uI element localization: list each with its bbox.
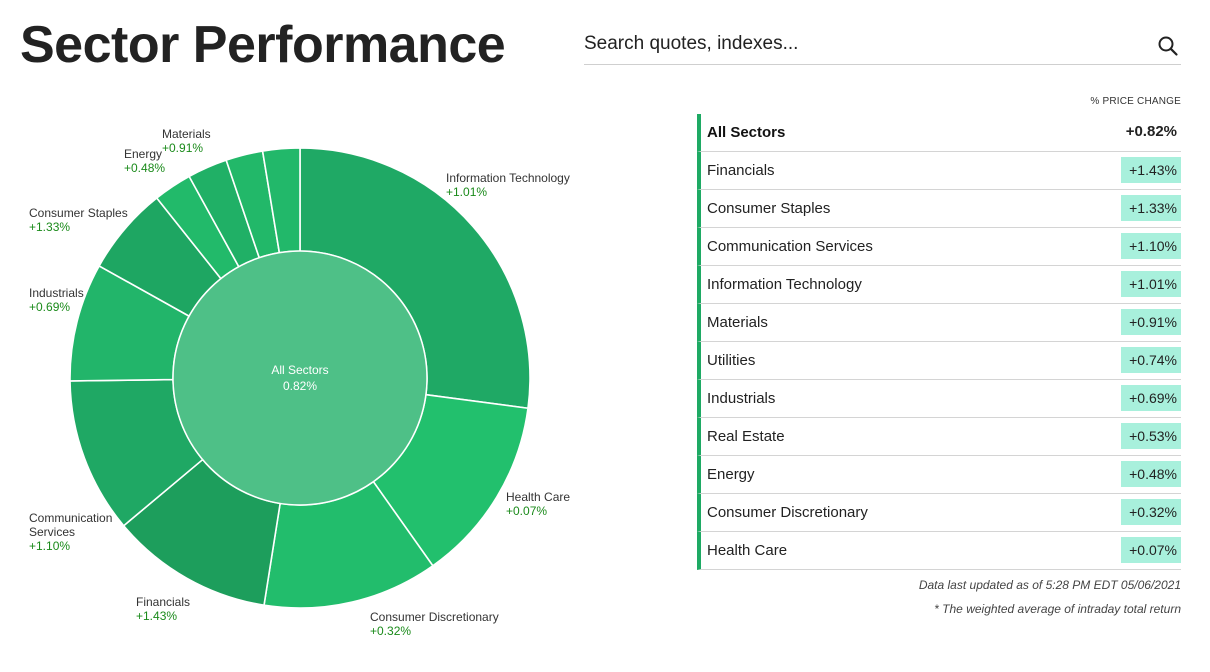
row-value: +1.43% — [1121, 157, 1181, 183]
weighted-average-note: * The weighted average of intraday total… — [934, 602, 1181, 616]
table-row[interactable]: Industrials +0.69% — [697, 380, 1181, 418]
row-value: +0.07% — [1121, 537, 1181, 563]
row-value: +0.74% — [1121, 347, 1181, 373]
slice-name-label: Energy — [124, 147, 162, 161]
row-name: Consumer Discretionary — [707, 504, 868, 521]
slice-value-label: +1.33% — [29, 220, 70, 234]
slice-name-label: Industrials — [29, 286, 84, 300]
table-row[interactable]: Financials +1.43% — [697, 152, 1181, 190]
last-updated-note: Data last updated as of 5:28 PM EDT 05/0… — [918, 578, 1181, 592]
row-name: Consumer Staples — [707, 200, 831, 217]
row-name: Real Estate — [707, 428, 785, 445]
table-row[interactable]: Consumer Staples +1.33% — [697, 190, 1181, 228]
table-rows: Financials +1.43% Consumer Staples +1.33% Co… — [697, 152, 1181, 570]
row-name: All Sectors — [707, 124, 786, 141]
slice-value-label: +0.91% — [162, 141, 203, 155]
slice-value-label: +0.69% — [29, 300, 70, 314]
table-row[interactable]: Health Care +0.07% — [697, 532, 1181, 570]
slice-name-label: Communication — [29, 511, 112, 525]
row-value: +0.69% — [1121, 385, 1181, 411]
slice-value-label: +1.10% — [29, 539, 70, 553]
slice-value-label: +1.43% — [136, 609, 177, 623]
sector-donut-chart: All Sectors 0.82% Information Technology… — [29, 127, 570, 638]
row-name: Energy — [707, 466, 755, 483]
slice-name-label: Health Care — [506, 490, 570, 504]
table-row[interactable]: Materials +0.91% — [697, 304, 1181, 342]
table-row[interactable]: Communication Services +1.10% — [697, 228, 1181, 266]
row-value: +1.10% — [1121, 233, 1181, 259]
row-name: Materials — [707, 314, 768, 331]
table-row[interactable]: Consumer Discretionary +0.32% — [697, 494, 1181, 532]
row-name: Industrials — [707, 390, 776, 407]
center-value: 0.82% — [283, 379, 317, 393]
row-name: Utilities — [707, 352, 756, 369]
slice-value-label: +0.07% — [506, 504, 547, 518]
table-row[interactable]: Information Technology +1.01% — [697, 266, 1181, 304]
slice-value-label: +0.32% — [370, 624, 411, 638]
slice-name-label: Consumer Staples — [29, 206, 128, 220]
slice-value-label: +0.48% — [124, 161, 165, 175]
sector-table: % PRICE CHANGE All Sectors +0.82% Financ… — [697, 96, 1181, 570]
table-row-all-sectors[interactable]: All Sectors +0.82% — [697, 114, 1181, 152]
row-name: Financials — [707, 162, 775, 179]
table-row[interactable]: Real Estate +0.53% — [697, 418, 1181, 456]
slice-name-label: Materials — [162, 127, 211, 141]
row-value: +0.53% — [1121, 423, 1181, 449]
slice-name-label: Information Technology — [446, 171, 570, 185]
row-value: +0.32% — [1121, 499, 1181, 525]
slice-labels: Information Technology+1.01%Health Care+… — [29, 127, 570, 638]
row-name: Communication Services — [707, 238, 873, 255]
row-value: +1.33% — [1121, 195, 1181, 221]
slice-value-label: +1.01% — [446, 185, 487, 199]
row-value: +0.82% — [1125, 123, 1177, 140]
search-bar — [584, 26, 1181, 65]
table-row[interactable]: Energy +0.48% — [697, 456, 1181, 494]
search-input[interactable] — [584, 26, 1144, 62]
table-row[interactable]: Utilities +0.74% — [697, 342, 1181, 380]
donut-center[interactable] — [172, 250, 428, 506]
slice-name-label: Services — [29, 525, 75, 539]
search-icon[interactable] — [1157, 35, 1179, 57]
slice-name-label: Financials — [136, 595, 190, 609]
row-value: +0.48% — [1121, 461, 1181, 487]
slice-name-label: Consumer Discretionary — [370, 610, 499, 624]
row-value: +0.91% — [1121, 309, 1181, 335]
row-name: Information Technology — [707, 276, 862, 293]
column-header: % PRICE CHANGE — [1090, 96, 1181, 107]
center-label: All Sectors — [271, 363, 328, 377]
page-title: Sector Performance — [20, 16, 506, 74]
row-value: +1.01% — [1121, 271, 1181, 297]
row-name: Health Care — [707, 542, 788, 559]
